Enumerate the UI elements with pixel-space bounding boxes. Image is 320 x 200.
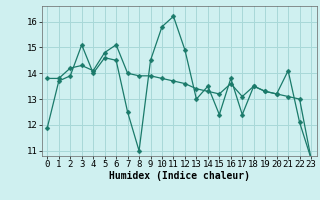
X-axis label: Humidex (Indice chaleur): Humidex (Indice chaleur) — [109, 171, 250, 181]
